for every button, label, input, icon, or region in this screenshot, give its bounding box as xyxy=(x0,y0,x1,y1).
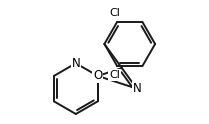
Text: O: O xyxy=(93,69,102,82)
Text: Cl: Cl xyxy=(109,70,120,80)
Text: N: N xyxy=(71,57,80,70)
Text: N: N xyxy=(133,82,141,95)
Text: Cl: Cl xyxy=(109,8,120,18)
